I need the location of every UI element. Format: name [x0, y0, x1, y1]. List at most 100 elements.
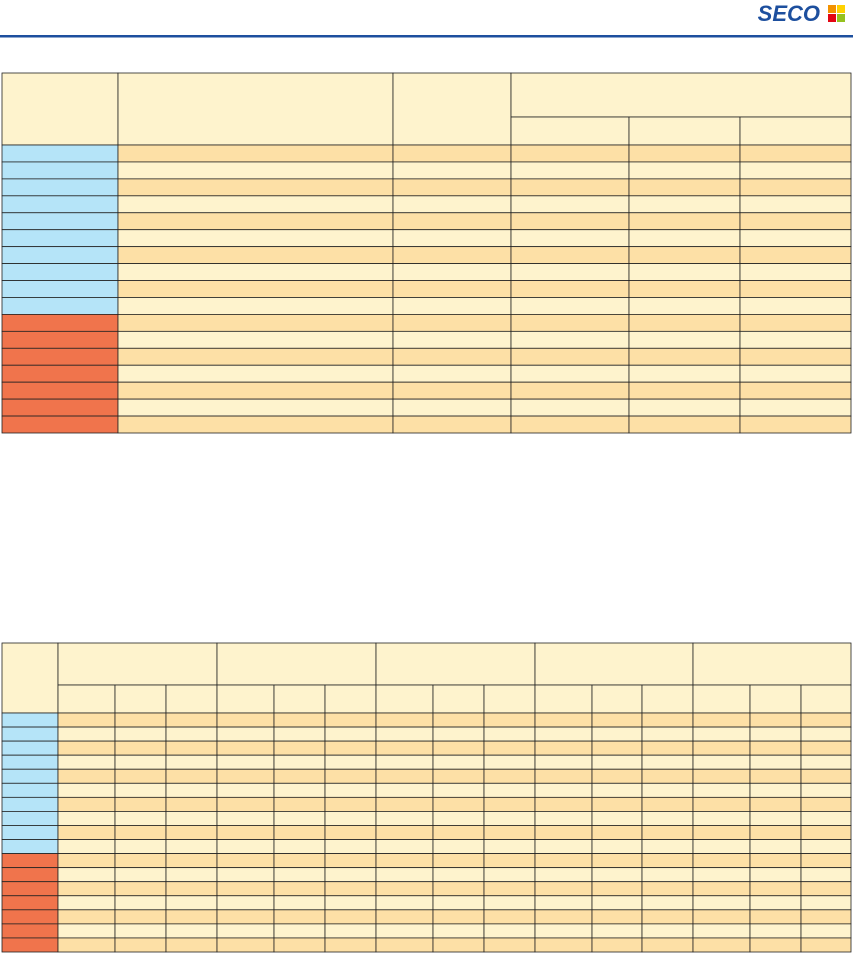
table-cell [739, 330, 852, 349]
header-cell [692, 642, 852, 686]
table-cell [483, 782, 536, 798]
table-cell [800, 726, 852, 742]
table-cell [216, 712, 275, 728]
table-cell [165, 712, 218, 728]
row-label-cell [1, 330, 119, 349]
table-cell [739, 297, 852, 315]
table-cell [749, 754, 802, 770]
table-cell [432, 937, 485, 953]
table-cell [273, 768, 326, 784]
row-label-cell [1, 263, 119, 281]
row-label-cell [1, 314, 119, 332]
row-label-cell [1, 768, 59, 784]
table-cell [534, 825, 593, 840]
header-cell [114, 684, 167, 714]
table-cell [739, 212, 852, 231]
table-cell [392, 415, 512, 434]
table-cell [117, 263, 394, 281]
logo-icon [828, 5, 845, 22]
table-cell [273, 782, 326, 798]
table-cell [432, 909, 485, 925]
table-cell [324, 923, 377, 939]
table-cell [392, 364, 512, 383]
table-cell [57, 825, 116, 840]
table-cell [324, 740, 377, 756]
table-cell [216, 853, 275, 869]
row-label-cell [1, 229, 119, 248]
table-cell [641, 867, 694, 883]
table-cell [739, 161, 852, 180]
table-cell [432, 782, 485, 798]
table-cell [534, 923, 593, 939]
table-cell [628, 229, 741, 248]
table-cell [641, 726, 694, 742]
table-cell [692, 768, 751, 784]
table-cell [114, 839, 167, 854]
table-cell [432, 768, 485, 784]
table-cell [117, 212, 394, 231]
table-cell [432, 825, 485, 840]
table-cell [392, 212, 512, 231]
table-cell [641, 712, 694, 728]
table-cell [641, 782, 694, 798]
logo-square [828, 14, 836, 22]
table-cell [692, 909, 751, 925]
header-cell [510, 116, 630, 146]
table-cell [749, 811, 802, 826]
table-cell [114, 853, 167, 869]
header-cell [800, 684, 852, 714]
table-cell [165, 796, 218, 812]
row-label-cell [1, 839, 59, 854]
table-cell [114, 796, 167, 812]
logo-square [837, 14, 845, 22]
table-cell [165, 881, 218, 897]
table-cell [739, 364, 852, 383]
table-cell [273, 853, 326, 869]
row-label-cell [1, 740, 59, 756]
table-cell [591, 867, 643, 883]
table-cell [165, 811, 218, 826]
table-cell [117, 314, 394, 332]
table-cell [692, 895, 751, 911]
header-cell [216, 642, 377, 686]
row-label-cell [1, 881, 59, 897]
table-cell [165, 768, 218, 784]
table-cell [510, 195, 630, 214]
table-cell [216, 937, 275, 953]
table-cell [273, 895, 326, 911]
table-cell [591, 923, 643, 939]
row-label-cell [1, 796, 59, 812]
table-cell [749, 712, 802, 728]
table-cell [216, 895, 275, 911]
table-cell [117, 178, 394, 197]
table-cell [114, 782, 167, 798]
row-label-cell [1, 212, 119, 231]
table-cell [483, 853, 536, 869]
row-label-cell [1, 347, 119, 366]
table-cell [324, 909, 377, 925]
table-cell [800, 782, 852, 798]
table-cell [591, 853, 643, 869]
table-cell [57, 768, 116, 784]
table-cell [591, 839, 643, 854]
table-cell [534, 754, 593, 770]
header-cell [628, 116, 741, 146]
table-cell [591, 740, 643, 756]
table-top [1, 72, 852, 434]
table-cell [692, 839, 751, 854]
table-cell [483, 923, 536, 939]
header-cell [57, 684, 116, 714]
table-cell [375, 839, 434, 854]
table-cell [432, 726, 485, 742]
table-cell [117, 330, 394, 349]
table-cell [165, 740, 218, 756]
table-cell [57, 726, 116, 742]
table-cell [800, 768, 852, 784]
table-cell [165, 853, 218, 869]
table-cell [165, 937, 218, 953]
table-cell [749, 726, 802, 742]
table-cell [739, 381, 852, 400]
table-cell [739, 398, 852, 417]
table-cell [510, 212, 630, 231]
header-cell [375, 684, 434, 714]
